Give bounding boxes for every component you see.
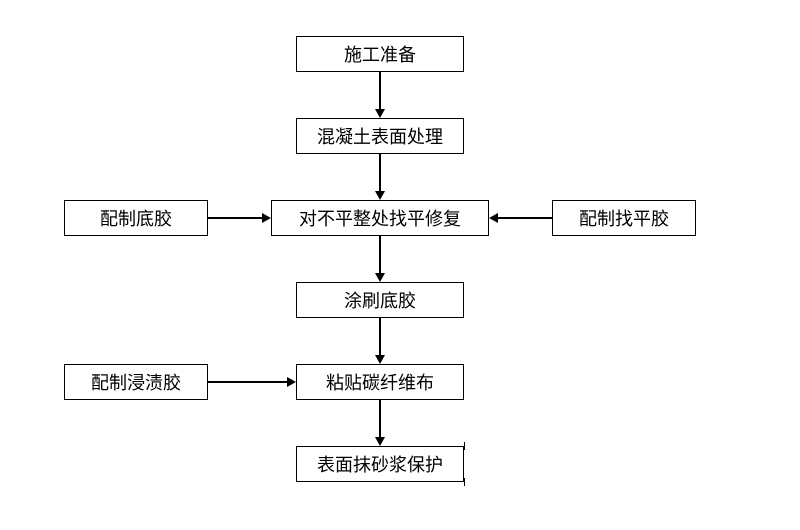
node-primer-prep: 配制底胶 — [64, 200, 208, 236]
arrow-down-icon — [375, 273, 385, 282]
arrow-down-icon — [375, 437, 385, 446]
node-label: 施工准备 — [344, 41, 416, 67]
edge-line — [208, 381, 287, 383]
arrow-down-icon — [375, 109, 385, 118]
node-mortar-protection: 表面抹砂浆保护 — [296, 446, 464, 482]
node-label: 混凝土表面处理 — [317, 123, 443, 149]
arrow-right-icon — [262, 213, 271, 223]
node-impregnation-prep: 配制浸渍胶 — [64, 364, 208, 400]
node-leveling-repair: 对不平整处找平修复 — [271, 200, 489, 236]
tick-mark — [464, 478, 465, 486]
node-leveling-glue-prep: 配制找平胶 — [552, 200, 696, 236]
edge-line — [208, 217, 262, 219]
node-label: 配制找平胶 — [579, 205, 669, 231]
arrow-left-icon — [489, 213, 498, 223]
edge-line — [379, 400, 381, 437]
node-carbon-fiber: 粘贴碳纤维布 — [296, 364, 464, 400]
node-primer-brush: 涂刷底胶 — [296, 282, 464, 318]
arrow-right-icon — [287, 377, 296, 387]
node-label: 配制浸渍胶 — [91, 369, 181, 395]
arrow-down-icon — [375, 355, 385, 364]
edge-line — [379, 72, 381, 109]
node-label: 粘贴碳纤维布 — [326, 369, 434, 395]
node-label: 对不平整处找平修复 — [299, 205, 461, 231]
node-label: 表面抹砂浆保护 — [317, 451, 443, 477]
edge-line — [379, 318, 381, 355]
node-label: 涂刷底胶 — [344, 287, 416, 313]
node-construction-prep: 施工准备 — [296, 36, 464, 72]
edge-line — [379, 236, 381, 273]
edge-line — [498, 217, 552, 219]
node-label: 配制底胶 — [100, 205, 172, 231]
tick-mark — [464, 442, 465, 450]
node-concrete-surface: 混凝土表面处理 — [296, 118, 464, 154]
arrow-down-icon — [375, 191, 385, 200]
edge-line — [379, 154, 381, 191]
